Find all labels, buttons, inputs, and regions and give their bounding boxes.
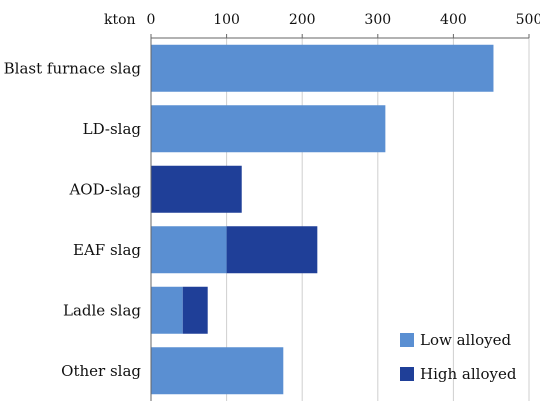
bar-ladle-slag-high-alloyed [182, 286, 208, 334]
x-tick-label: 0 [147, 12, 156, 28]
legend-swatch-low-alloyed [400, 333, 414, 347]
x-tick-label: 400 [440, 12, 467, 28]
unit-label: kton [104, 12, 136, 28]
bar-eaf-slag-low-alloyed [151, 226, 227, 274]
bar-ladle-slag-low-alloyed [151, 286, 183, 334]
category-label: EAF slag [73, 241, 141, 259]
bar-eaf-slag-high-alloyed [226, 226, 318, 274]
category-label: Blast furnace slag [4, 59, 142, 77]
category-label: LD-slag [83, 120, 142, 138]
x-tick-label: 300 [364, 12, 391, 28]
bar-ld-slag-low-alloyed [151, 105, 386, 153]
x-tick-label: 200 [289, 12, 316, 28]
legend-swatch-high-alloyed [400, 367, 414, 381]
legend-label: High alloyed [420, 365, 517, 383]
category-label: Other slag [61, 362, 141, 380]
legend-label: Low alloyed [420, 331, 512, 349]
grid-layer [226, 38, 530, 401]
bar-aod-slag-high-alloyed [151, 165, 242, 213]
axis-layer: 0 100 200 300 400 500 kton Blast furnace slag LD… [4, 12, 540, 401]
category-label: AOD-slag [68, 180, 141, 198]
bar-blast-furnace-slag-low-alloyed [151, 44, 494, 92]
legend: Low alloyed High alloyed [400, 331, 517, 383]
category-label: Ladle slag [63, 301, 141, 319]
x-tick-label: 100 [213, 12, 240, 28]
x-tick-label: 500 [516, 12, 540, 28]
bars-layer [151, 44, 494, 395]
bar-other-slag-low-alloyed [151, 347, 284, 395]
